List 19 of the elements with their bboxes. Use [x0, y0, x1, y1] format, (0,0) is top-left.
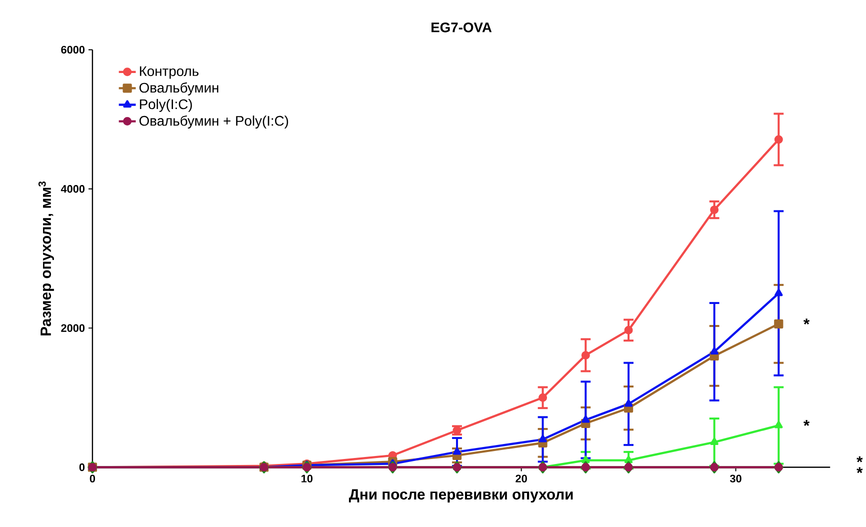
y-axis-title: Размер опухоли, мм$^{3}$: [38, 181, 54, 336]
y-tick-label: 0: [79, 463, 85, 472]
annotation: *: [803, 318, 810, 325]
text: *: [856, 456, 863, 462]
text: *: [856, 467, 863, 474]
x-axis-title: Дни после перевивки опухоли: [348, 489, 573, 503]
y-tick-label: 6000: [61, 46, 85, 54]
legend-label: Poly(I:C): [140, 99, 192, 112]
x-tick-label: 0: [90, 474, 96, 482]
legend-label: Контроль: [140, 66, 198, 79]
y-tick-label: 2000: [61, 324, 85, 332]
legend-label: Овальбумин + Poly(I:C): [139, 116, 288, 129]
x-tick-label: 20: [516, 474, 527, 482]
x-tick-label: 30: [730, 474, 742, 482]
legend-label: Овальбумин: [139, 82, 218, 96]
x-tick-label: 10: [302, 474, 312, 482]
y-tick-label: 4000: [60, 185, 85, 193]
chart-title: EG7-OVA: [432, 22, 492, 32]
annotation: *: [803, 420, 810, 426]
